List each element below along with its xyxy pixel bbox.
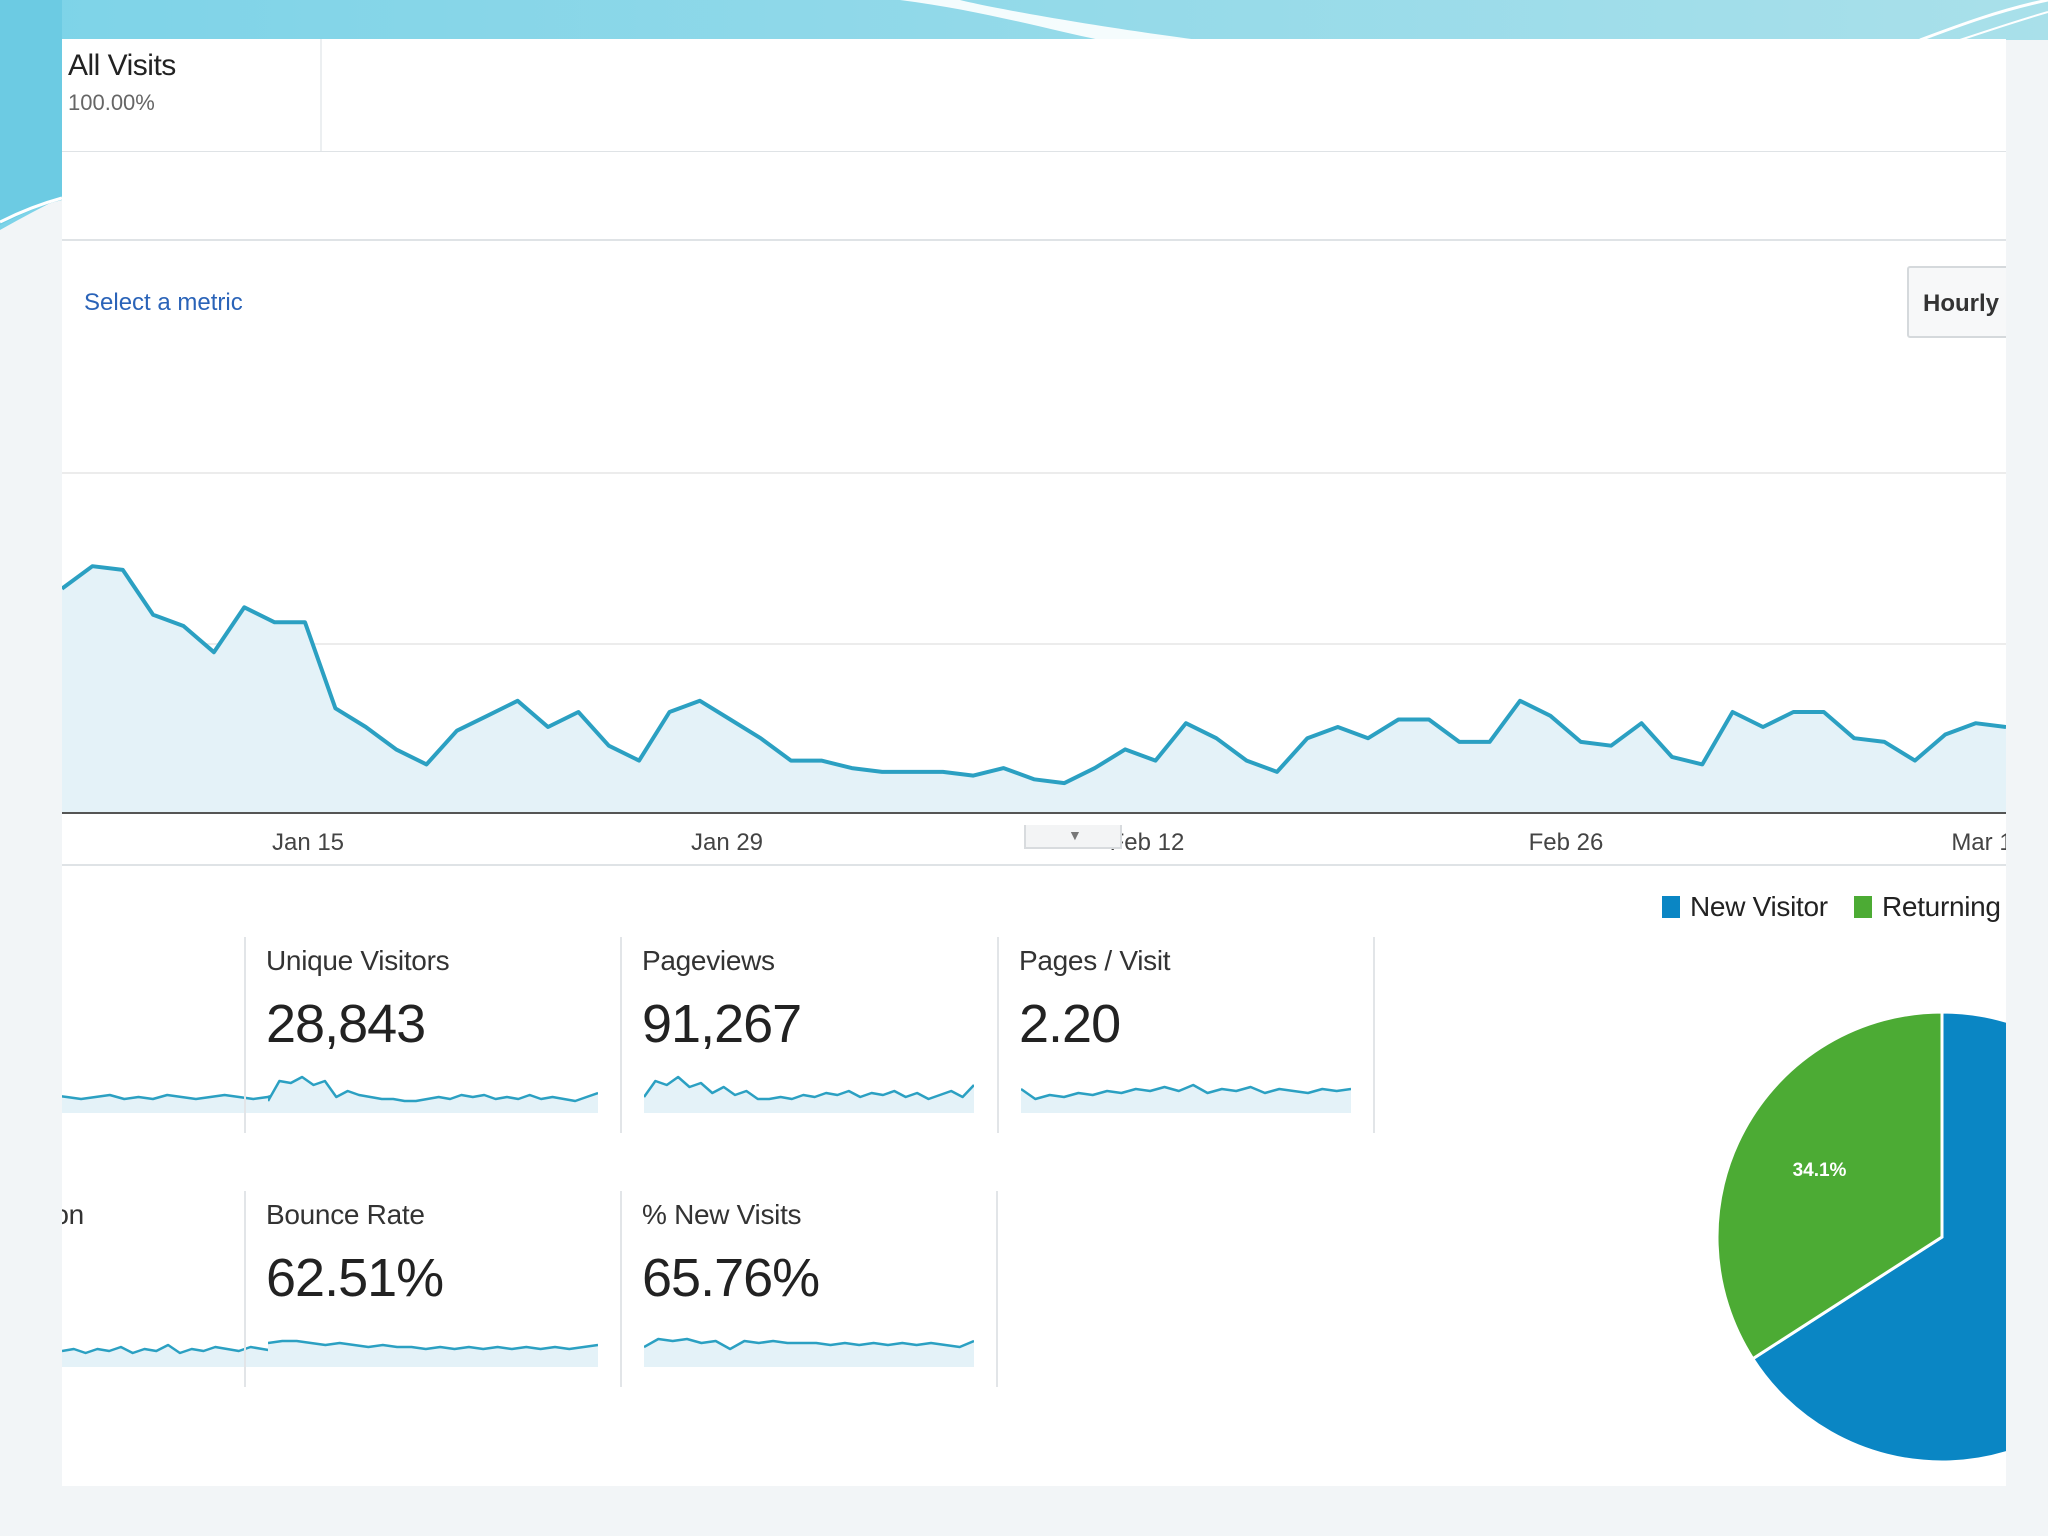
x-tick-label: Jan 29	[691, 829, 763, 856]
sparkline-area	[644, 1077, 974, 1113]
metric-label: Unique Visitors	[266, 945, 450, 976]
sparkline-line	[268, 1339, 598, 1351]
metric-sparkline	[268, 1075, 598, 1113]
pie-slice-label: 34.1%	[1793, 1160, 1847, 1181]
segment-divider	[62, 151, 2006, 152]
visits-series-line	[62, 564, 2006, 786]
visits-area	[62, 566, 2006, 813]
metric-label: Pages / Visit	[1019, 945, 1171, 976]
metric-bounce-rate[interactable]: Bounce Rate 62.51%	[244, 1191, 620, 1387]
metric-pages-per-visit[interactable]: Pages / Visit 2.20	[997, 937, 1375, 1133]
segment-percent: 100.00%	[68, 90, 155, 115]
metric-sparkline	[62, 1343, 286, 1367]
chevron-down-icon: ▼	[1068, 827, 1082, 843]
x-tick-label: Jan 15	[272, 829, 344, 856]
sparkline-line	[268, 1075, 598, 1103]
metric-label: % New Visits	[642, 1199, 802, 1230]
metric-value: 28,843	[266, 994, 426, 1054]
metric-sparkline	[644, 1075, 974, 1113]
x-tick-label: Feb 12	[1110, 829, 1185, 856]
sparkline-line	[62, 1091, 282, 1101]
metric-sparkline	[62, 1091, 282, 1113]
collapse-chart-toggle[interactable]: ▼	[1024, 825, 1122, 849]
metric-pageviews[interactable]: Pageviews 91,267	[620, 937, 996, 1133]
x-tick-label: Mar 1	[1951, 829, 2006, 856]
metric-value: 62.51%	[266, 1248, 444, 1308]
legend-label: New Visitor	[1690, 891, 1828, 922]
metric-sparkline	[268, 1339, 598, 1367]
metric-avg-visit-duration[interactable]: tion 5	[62, 1191, 306, 1387]
metric-visits[interactable]	[62, 937, 304, 1133]
toolbar-divider	[62, 239, 2006, 241]
sparkline-area	[268, 1341, 598, 1367]
segment-all-visits[interactable]: All Visits 100.00%	[62, 39, 322, 151]
sparkline-line	[644, 1337, 974, 1351]
legend-swatch-new-visitor	[1662, 896, 1680, 918]
metric-new-visits[interactable]: % New Visits 65.76%	[620, 1191, 998, 1387]
sparkline-line	[62, 1343, 286, 1355]
sparkline-line	[1021, 1083, 1351, 1101]
metric-sparkline	[644, 1337, 974, 1367]
metric-sparkline	[1021, 1083, 1351, 1113]
hourly-button[interactable]: Hourly	[1907, 266, 2006, 338]
metric-label: tion	[62, 1199, 84, 1230]
segment-name: All Visits	[68, 49, 176, 82]
select-metric-link[interactable]: Select a metric	[84, 289, 243, 316]
metric-value: 91,267	[642, 994, 802, 1054]
metric-value: 5	[62, 1247, 64, 1309]
legend-new-visitor[interactable]: New Visitor	[1662, 891, 1828, 923]
metric-value: 2.20	[1019, 994, 1121, 1054]
visitor-type-pie-chart: 65.9%34.1%	[1715, 1010, 2006, 1464]
metric-label: Pageviews	[642, 945, 775, 976]
analytics-panel: All Visits 100.00% Select a metric Hourl…	[62, 39, 2006, 1486]
sparkline-area	[268, 1077, 598, 1113]
visits-line-chart: Jan 15 Jan 29 Feb 12 Feb 26 Mar 1	[62, 472, 2006, 866]
metric-value: 65.76%	[642, 1248, 820, 1308]
sparkline-area	[644, 1339, 974, 1367]
legend-returning-visitor[interactable]: Returning Visitor	[1854, 891, 2006, 923]
legend-label: Returning Visitor	[1882, 891, 2006, 922]
sparkline-line	[644, 1075, 974, 1101]
legend-swatch-returning-visitor	[1854, 896, 1872, 918]
metric-unique-visitors[interactable]: Unique Visitors 28,843	[244, 937, 620, 1133]
pie-slice-returning-visitor[interactable]	[1715, 1010, 1944, 1361]
x-tick-label: Feb 26	[1529, 829, 1604, 856]
metric-label: Bounce Rate	[266, 1199, 425, 1230]
